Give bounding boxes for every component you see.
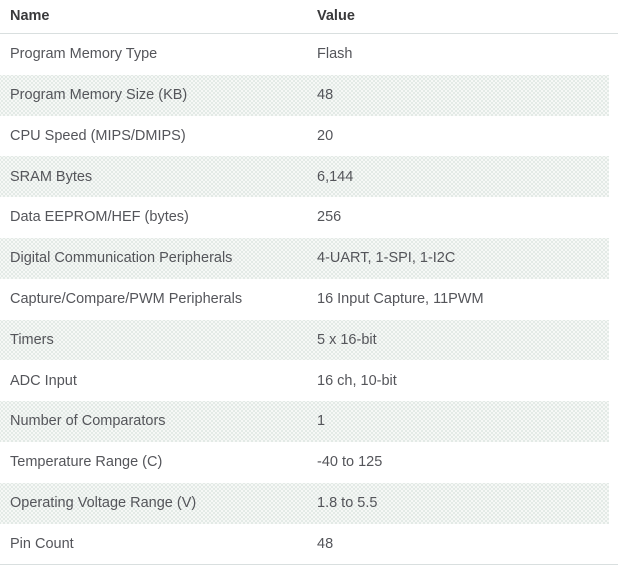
row-name-cell: Number of Comparators bbox=[10, 414, 166, 429]
row-name-cell: Program Memory Type bbox=[10, 47, 158, 62]
table-header-row: Name Value bbox=[0, 0, 618, 34]
column-header-name: Name bbox=[10, 9, 50, 24]
row-value-cell: 4-UART, 1-SPI, 1-I2C bbox=[317, 251, 456, 266]
table-row: CPU Speed (MIPS/DMIPS) 20 bbox=[0, 115, 609, 157]
row-value-cell: Flash bbox=[317, 47, 353, 62]
row-name-cell: ADC Input bbox=[10, 373, 77, 389]
row-value-cell: 6,144 bbox=[317, 169, 354, 185]
row-name-cell: SRAM Bytes bbox=[10, 169, 93, 185]
row-value-cell: 20 bbox=[317, 128, 334, 144]
table-row: Data EEPROM/HEF (bytes) 256 bbox=[0, 197, 609, 238]
row-value-cell: 48 bbox=[317, 87, 334, 103]
table-row: Temperature Range (C) -40 to 125 bbox=[0, 441, 609, 483]
row-value-cell: 48 bbox=[317, 536, 334, 552]
table-row: SRAM Bytes 6,144 bbox=[0, 156, 609, 198]
row-value-cell: 256 bbox=[317, 210, 342, 225]
row-name-cell: Program Memory Size (KB) bbox=[10, 87, 188, 103]
row-name-cell: Data EEPROM/HEF (bytes) bbox=[10, 210, 189, 225]
row-value-cell: 16 ch, 10-bit bbox=[317, 373, 397, 389]
row-value-cell: -40 to 125 bbox=[317, 455, 383, 470]
table-row: Program Memory Type Flash bbox=[0, 34, 609, 75]
row-value-cell: 1.8 to 5.5 bbox=[317, 495, 378, 511]
table-row: Number of Comparators 1 bbox=[0, 401, 609, 442]
table-row: Operating Voltage Range (V) 1.8 to 5.5 bbox=[0, 482, 609, 524]
row-name-cell: Operating Voltage Range (V) bbox=[10, 495, 197, 511]
table-row: Pin Count 48 bbox=[0, 523, 609, 565]
row-name-cell: Timers bbox=[10, 332, 54, 348]
table-row: Digital Communication Peripherals 4-UART… bbox=[0, 237, 609, 279]
column-header-value: Value bbox=[317, 9, 355, 24]
row-value-cell: 16 Input Capture, 11PWM bbox=[317, 291, 484, 307]
table-row: ADC Input 16 ch, 10-bit bbox=[0, 360, 609, 402]
row-value-cell: 5 x 16-bit bbox=[317, 332, 377, 348]
table-bottom-divider bbox=[0, 564, 618, 566]
row-name-cell: Pin Count bbox=[10, 536, 74, 552]
row-name-cell: CPU Speed (MIPS/DMIPS) bbox=[10, 128, 186, 144]
table-row: Program Memory Size (KB) 48 bbox=[0, 74, 609, 116]
row-name-cell: Capture/Compare/PWM Peripherals bbox=[10, 291, 243, 307]
table-row: Timers 5 x 16-bit bbox=[0, 319, 609, 361]
row-name-cell: Temperature Range (C) bbox=[10, 455, 163, 470]
table-body: Program Memory Type Flash Program Memory… bbox=[0, 34, 618, 565]
row-name-cell: Digital Communication Peripherals bbox=[10, 251, 233, 266]
row-value-cell: 1 bbox=[317, 414, 326, 429]
table-row: Capture/Compare/PWM Peripherals 16 Input… bbox=[0, 278, 609, 320]
